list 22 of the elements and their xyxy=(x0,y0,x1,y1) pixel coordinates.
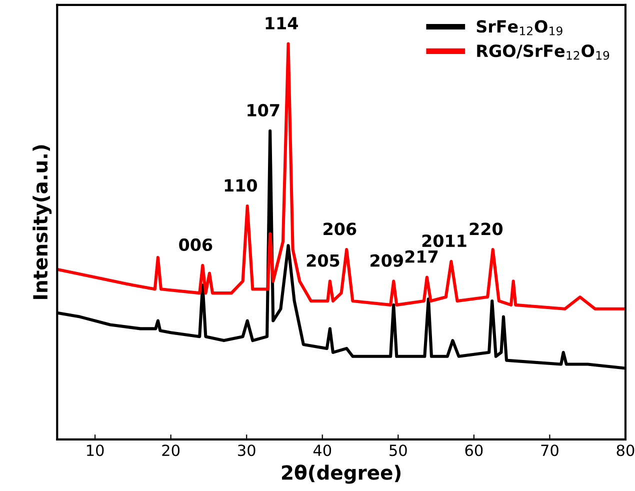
legend-label: SrFe$_{12}$O$_{19}$ xyxy=(476,20,562,36)
annotation: 209 xyxy=(370,254,403,267)
x-tick-label: 20 xyxy=(162,444,180,456)
annotation: 220 xyxy=(470,222,503,236)
x-axis-title: 2θ(degree) xyxy=(282,464,400,484)
x-tick-label: 10 xyxy=(86,444,104,456)
annotation: 114 xyxy=(266,17,298,30)
x-tick-label: 60 xyxy=(465,444,483,456)
x-tick-label: 80 xyxy=(616,444,634,456)
annotation: 217 xyxy=(405,250,438,263)
annotation: 206 xyxy=(324,222,356,236)
annotation: 205 xyxy=(306,254,340,267)
annotation: 006 xyxy=(179,238,212,252)
x-tick-label: 50 xyxy=(390,444,407,456)
x-tick-label: 70 xyxy=(541,444,558,456)
x-tick-label: 40 xyxy=(313,444,332,456)
y-axis-title: Intensity(a.u.) xyxy=(32,145,52,299)
x-tick-label: 30 xyxy=(238,444,256,456)
annotation: 110 xyxy=(224,179,258,192)
annotation: 107 xyxy=(248,104,280,117)
legend-label: RGO/SrFe$_{12}$O$_{19}$ xyxy=(477,44,610,60)
annotation: 2011 xyxy=(422,234,466,248)
